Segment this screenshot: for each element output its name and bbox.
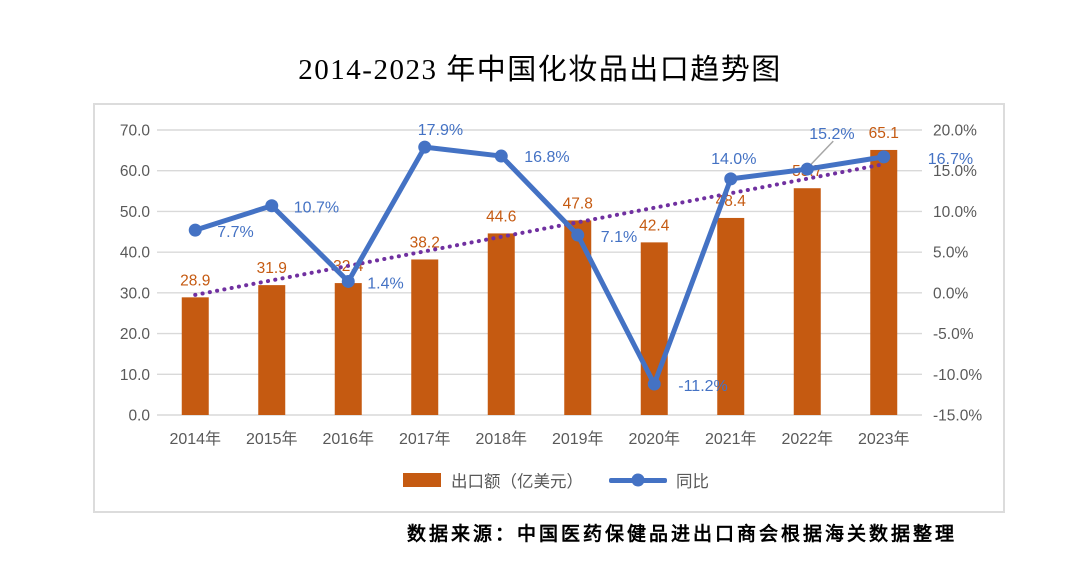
right-axis-tick: -10.0% (933, 367, 982, 384)
line-point-2015年 (265, 199, 279, 213)
chart-frame: 70.0 20.0% 60.0 15.0% 50.0 10.0% 40.0 5.0% 30.0 0… (93, 103, 1005, 513)
line-value-label: 16.7% (928, 151, 973, 168)
chart-legend: 出口额（亿美元） 同比 (403, 468, 709, 492)
line-point-2019年 (571, 228, 585, 242)
bar-value-label: 65.1 (869, 125, 899, 142)
bar-2015年 (258, 285, 286, 415)
x-axis-label: 2021年 (705, 430, 757, 448)
right-axis-tick: 5.0% (933, 245, 969, 262)
line-point-2016年 (341, 274, 355, 288)
x-axis-label: 2019年 (552, 430, 604, 448)
line-value-label: 16.8% (524, 149, 569, 166)
bar-value-label: 38.2 (410, 234, 440, 251)
bar-2014年 (181, 297, 209, 415)
left-axis-tick: 30.0 (120, 285, 151, 302)
bar-2022年 (793, 188, 821, 415)
left-axis-tick: 50.0 (120, 204, 151, 221)
x-axis-label: 2020年 (628, 430, 680, 448)
bar-value-label: 47.8 (563, 195, 593, 212)
legend-bar-swatch-icon (403, 473, 441, 487)
right-axis-tick: -15.0% (933, 408, 982, 425)
left-axis-tick: 60.0 (120, 163, 151, 180)
x-axis-label: 2023年 (858, 430, 910, 448)
line-value-label: 7.7% (217, 224, 253, 241)
right-axis-tick: 10.0% (933, 204, 977, 221)
trendline (193, 162, 886, 297)
legend-line-label: 同比 (676, 473, 709, 491)
bar-2023年 (870, 149, 898, 415)
right-axis-tick: 20.0% (933, 123, 977, 140)
line-point-2018年 (494, 149, 508, 163)
right-axis-tick: 0.0% (933, 285, 969, 302)
bar-2016年 (334, 283, 362, 415)
line-value-label: 15.2% (809, 126, 854, 143)
bar-value-label: 28.9 (180, 272, 210, 289)
line-point-2023年 (877, 150, 891, 164)
bar-value-label: 42.4 (639, 217, 670, 234)
line-value-label: 10.7% (294, 200, 339, 217)
bar-value-label: 44.6 (486, 208, 516, 225)
line-value-label: 14.0% (711, 151, 756, 168)
left-axis-tick: 70.0 (120, 123, 151, 140)
left-axis-tick: 20.0 (120, 326, 151, 343)
legend-bar-label: 出口额（亿美元） (451, 473, 583, 491)
x-axis-label: 2016年 (322, 430, 374, 448)
line-point-2021年 (724, 172, 738, 186)
line-value-label: 7.1% (601, 229, 637, 246)
right-axis-tick: -5.0% (933, 326, 974, 343)
x-axis-label: 2022年 (781, 430, 833, 448)
export-trend-combo-chart: 70.0 20.0% 60.0 15.0% 50.0 10.0% 40.0 5.0% 30.0 0… (120, 122, 983, 448)
bar-value-label: 31.9 (257, 260, 287, 277)
legend-line-swatch-icon (609, 473, 667, 487)
line-value-label: 1.4% (367, 275, 403, 292)
left-axis-tick: 40.0 (120, 245, 151, 262)
data-source-note: 数据来源：中国医药保健品进出口商会根据海关数据整理 (407, 524, 958, 545)
x-axis-label: 2014年 (169, 430, 221, 448)
line-point-2022年 (800, 162, 814, 176)
line-value-label: -11.2% (678, 378, 728, 395)
x-axis-label: 2018年 (475, 430, 527, 448)
bar-2021年 (717, 217, 745, 415)
line-value-label: 17.9% (418, 122, 463, 139)
label-leader-line (810, 140, 834, 165)
x-axis-label: 2015年 (246, 430, 298, 448)
line-point-2020年 (647, 377, 661, 391)
left-axis-tick: 10.0 (120, 367, 151, 384)
x-axis-label: 2017年 (399, 430, 451, 448)
yoy-line (192, 144, 887, 387)
line-point-2017年 (418, 140, 432, 154)
left-axis-tick: 0.0 (128, 408, 150, 425)
chart-title: 2014-2023 年中国化妆品出口趋势图 (298, 54, 782, 86)
legend-line-dot-icon (631, 473, 645, 487)
bar-2017年 (411, 259, 439, 415)
line-point-2014年 (188, 223, 202, 237)
right-axis-tick: 15.0% (933, 163, 977, 180)
bar-2018年 (487, 233, 515, 415)
